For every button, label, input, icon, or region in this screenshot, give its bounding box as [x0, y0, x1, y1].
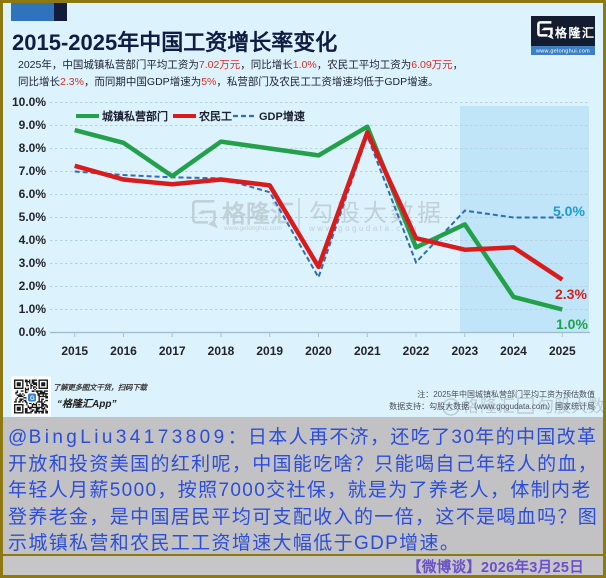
svg-text:农民工: 农民工: [198, 109, 232, 123]
svg-text:格隆汇: 格隆汇: [462, 397, 516, 416]
svg-text:1.0%: 1.0%: [556, 316, 588, 332]
svg-text:勾股大数据: 勾股大数据: [537, 397, 603, 416]
svg-text:8.0%: 8.0%: [19, 141, 47, 155]
svg-text:G: G: [446, 403, 453, 413]
svg-text:2.3%: 2.3%: [555, 286, 587, 302]
svg-text:2.0%: 2.0%: [19, 279, 47, 293]
svg-text:2019: 2019: [256, 344, 283, 358]
svg-text:1.0%: 1.0%: [19, 302, 47, 316]
svg-text:了解更多图文干货，扫码下载: 了解更多图文干货，扫码下载: [53, 383, 148, 392]
svg-text:“格隆汇App”: “格隆汇App”: [57, 398, 116, 410]
svg-text:3.0%: 3.0%: [19, 256, 47, 270]
svg-text:2024: 2024: [500, 344, 527, 358]
svg-text:2023: 2023: [451, 344, 478, 358]
svg-text:2016: 2016: [110, 344, 137, 358]
svg-text:G: G: [30, 396, 35, 402]
svg-text:数据支持：勾股大数据（www.gogudata.com）国家: 数据支持：勾股大数据（www.gogudata.com）国家统计局: [389, 401, 595, 411]
svg-text:城镇私营部门: 城镇私营部门: [102, 109, 168, 123]
svg-text:2020: 2020: [305, 344, 332, 358]
svg-text:2018: 2018: [208, 344, 235, 358]
svg-text:5.0%: 5.0%: [553, 203, 585, 219]
svg-text:0.0%: 0.0%: [19, 325, 47, 339]
svg-text:注：2025年中国城镇私营部门平均工资为预估数值: 注：2025年中国城镇私营部门平均工资为预估数值: [417, 389, 595, 399]
svg-text:2025: 2025: [549, 344, 576, 358]
svg-text:6.0%: 6.0%: [19, 187, 47, 201]
svg-text:5.0%: 5.0%: [19, 210, 47, 224]
svg-text:4.0%: 4.0%: [19, 233, 47, 247]
svg-text:2021: 2021: [354, 344, 381, 358]
svg-text:2017: 2017: [159, 344, 186, 358]
svg-text:10.0%: 10.0%: [12, 95, 46, 109]
svg-text:GDP增速: GDP增速: [259, 109, 305, 123]
svg-text:www.gelonghui.com: www.gelonghui.com: [535, 49, 590, 55]
svg-text:www.gogudata.com: www.gogudata.com: [308, 224, 419, 233]
svg-text:9.0%: 9.0%: [19, 118, 47, 132]
svg-text:勾股大数据: 勾股大数据: [309, 200, 444, 227]
svg-text:2022: 2022: [403, 344, 430, 358]
svg-text:7.0%: 7.0%: [19, 164, 47, 178]
svg-text:www.gelonghui.com: www.gelonghui.com: [223, 225, 282, 232]
svg-text:2015: 2015: [61, 344, 88, 358]
